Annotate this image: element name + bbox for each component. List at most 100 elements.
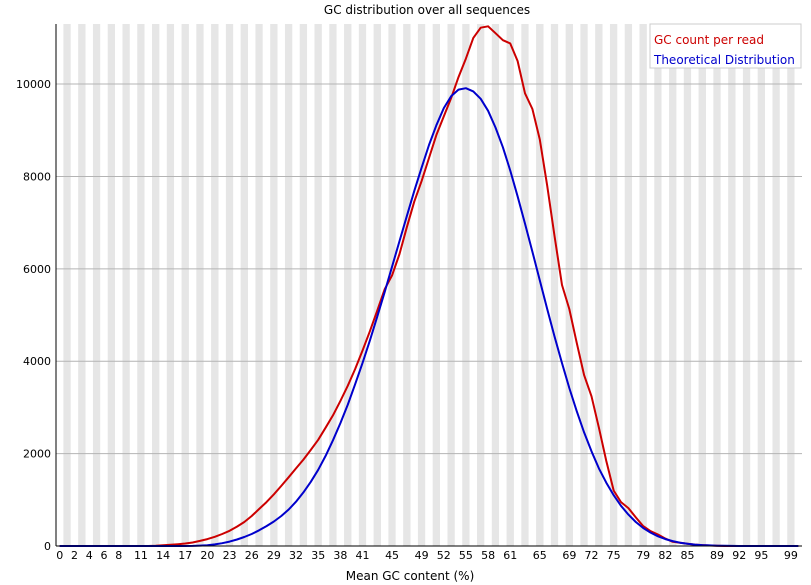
band-38	[336, 24, 345, 546]
band-73	[595, 24, 603, 546]
band-74	[602, 24, 610, 546]
band-32	[292, 24, 300, 546]
band-3	[78, 24, 86, 546]
band-60	[499, 24, 507, 546]
band-19	[196, 24, 204, 546]
y-tick-label: 8000	[23, 170, 51, 183]
band-48	[410, 24, 418, 546]
band-55	[462, 24, 470, 546]
band-33	[299, 24, 308, 546]
band-81	[654, 24, 662, 546]
band-100	[794, 24, 802, 546]
legend-entry-1: Theoretical Distribution	[653, 53, 795, 67]
band-10	[129, 24, 138, 546]
y-tick-label: 4000	[23, 355, 51, 368]
band-17	[181, 24, 189, 546]
band-28	[262, 24, 271, 546]
x-tick-label: 99	[784, 549, 798, 562]
band-6	[100, 24, 108, 546]
band-58	[484, 24, 492, 546]
band-76	[617, 24, 625, 546]
x-tick-label: 65	[533, 549, 547, 562]
y-tick-label: 2000	[23, 448, 51, 461]
band-37	[329, 24, 337, 546]
band-43	[373, 24, 381, 546]
band-93	[742, 24, 751, 546]
x-tick-label: 58	[481, 549, 495, 562]
x-tick-label: 17	[178, 549, 192, 562]
y-tick-label: 0	[44, 540, 51, 553]
band-22	[218, 24, 226, 546]
band-87	[698, 24, 706, 546]
band-13	[152, 24, 160, 546]
band-95	[757, 24, 766, 546]
band-24	[233, 24, 241, 546]
band-89	[713, 24, 721, 546]
band-42	[366, 24, 374, 546]
x-tick-label: 72	[584, 549, 598, 562]
y-tick-labels: 0 2000 4000 6000 8000 10000	[16, 78, 51, 553]
band-36	[321, 24, 330, 546]
band-85	[683, 24, 692, 546]
x-tick-label: 69	[562, 549, 576, 562]
band-18	[188, 24, 197, 546]
band-31	[284, 24, 293, 546]
chart-title: GC distribution over all sequences	[324, 3, 530, 17]
band-51	[432, 24, 441, 546]
y-tick-label: 6000	[23, 263, 51, 276]
band-63	[521, 24, 529, 546]
x-tick-label: 6	[101, 549, 108, 562]
band-56	[469, 24, 478, 546]
x-tick-label: 45	[385, 549, 399, 562]
band-64	[528, 24, 537, 546]
band-50	[425, 24, 433, 546]
band-27	[255, 24, 263, 546]
legend-entry-0: GC count per read	[654, 33, 764, 47]
band-47	[403, 24, 411, 546]
band-82	[661, 24, 670, 546]
band-66	[543, 24, 551, 546]
band-52	[440, 24, 448, 546]
band-70	[573, 24, 581, 546]
x-tick-label: 23	[223, 549, 237, 562]
band-92	[735, 24, 743, 546]
band-86	[691, 24, 699, 546]
band-34	[307, 24, 315, 546]
band-29	[270, 24, 278, 546]
band-78	[632, 24, 640, 546]
x-tick-label: 32	[289, 549, 303, 562]
x-tick-label: 8	[115, 549, 122, 562]
legend-box	[649, 23, 802, 69]
band-69	[565, 24, 574, 546]
band-79	[639, 24, 647, 546]
band-45	[388, 24, 396, 546]
band-15	[166, 24, 175, 546]
band-0	[56, 24, 64, 546]
band-77	[624, 24, 633, 546]
x-tick-label: 85	[681, 549, 695, 562]
x-tick-label: 89	[710, 549, 724, 562]
x-tick-label: 92	[732, 549, 746, 562]
band-80	[646, 24, 655, 546]
band-94	[750, 24, 758, 546]
band-46	[395, 24, 404, 546]
x-tick-label: 29	[267, 549, 281, 562]
x-tick-label: 20	[200, 549, 214, 562]
x-tick-label: 55	[459, 549, 473, 562]
band-16	[174, 24, 182, 546]
band-54	[454, 24, 463, 546]
band-12	[144, 24, 153, 546]
band-8	[115, 24, 123, 546]
band-88	[705, 24, 714, 546]
gridlines	[56, 83, 802, 455]
band-67	[550, 24, 559, 546]
x-tick-label: 2	[71, 549, 78, 562]
band-39	[344, 24, 352, 546]
axes	[55, 24, 802, 547]
band-75	[609, 24, 618, 546]
band-35	[314, 24, 322, 546]
band-61	[506, 24, 514, 546]
band-9	[122, 24, 130, 546]
band-5	[92, 24, 101, 546]
band-26	[248, 24, 256, 546]
